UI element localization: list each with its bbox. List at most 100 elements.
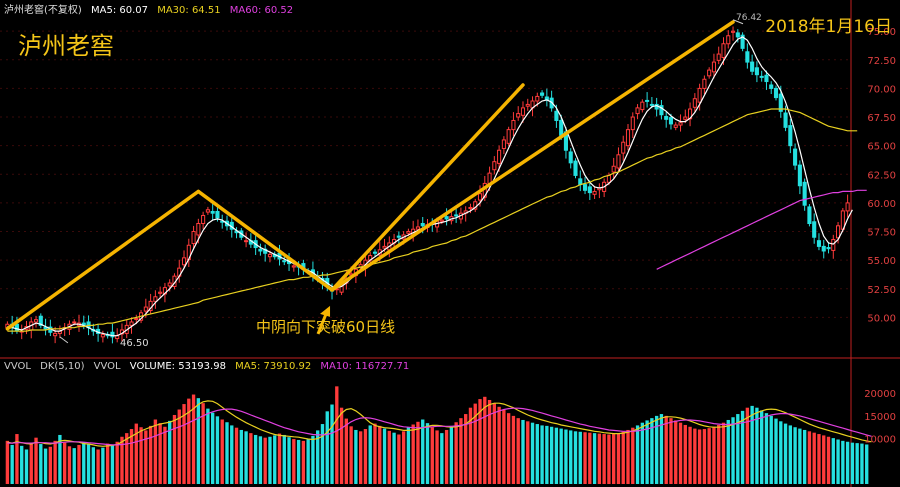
chart-title: 泸州老窖(不复权) xyxy=(4,5,82,16)
candle-body xyxy=(110,331,115,338)
candle-body xyxy=(645,99,650,102)
volume-bar xyxy=(373,423,377,484)
candle-body xyxy=(606,174,611,183)
volume-bar xyxy=(654,415,659,484)
volume-bar xyxy=(635,425,640,484)
candle-body xyxy=(53,332,58,337)
price-tick-label: 67.50 xyxy=(867,113,896,124)
volume-bar xyxy=(43,448,48,484)
volume-bar xyxy=(358,431,363,484)
volume-bar xyxy=(502,409,506,484)
volume-bar xyxy=(320,424,325,484)
candle-body xyxy=(134,318,139,321)
candle-body xyxy=(72,321,77,324)
vol-ma5-label: MA5: 73910.92 xyxy=(235,361,312,372)
volume-bar xyxy=(120,436,124,484)
price-tick-label: 50.00 xyxy=(867,313,896,324)
candle-body xyxy=(492,161,497,171)
volume-bar xyxy=(616,433,621,484)
volume-bar xyxy=(335,386,339,484)
volume-bar xyxy=(344,418,349,484)
candle-body xyxy=(621,141,626,154)
volume-ma10-line xyxy=(7,407,872,446)
volume-bar xyxy=(559,428,563,484)
volume-bar xyxy=(845,441,850,484)
volume-ma5-line xyxy=(7,400,872,447)
volume-bar xyxy=(387,430,391,484)
max-pointer xyxy=(732,19,744,25)
volume-tick-label: 10000 xyxy=(864,435,896,446)
annotation-arrow-head xyxy=(320,305,331,317)
volume-bar xyxy=(325,411,329,484)
volume-bar xyxy=(72,448,76,484)
volume-bar xyxy=(249,433,253,484)
candle-body xyxy=(129,321,134,326)
candle-body xyxy=(740,34,745,49)
candle-body xyxy=(649,103,654,106)
volume-bar xyxy=(755,407,759,484)
candle-body xyxy=(215,210,220,219)
volume-bar xyxy=(63,442,67,484)
candle-body xyxy=(516,113,521,118)
volume-bar xyxy=(187,398,191,484)
volume-bar xyxy=(678,422,683,484)
price-tick-label: 65.00 xyxy=(867,142,896,153)
volume-bar xyxy=(411,424,415,484)
volume-bar xyxy=(511,415,516,484)
candle-body xyxy=(196,223,201,236)
candle-body xyxy=(444,216,449,220)
volume-bar xyxy=(607,434,611,484)
volume-bar xyxy=(10,444,14,484)
candle-body xyxy=(554,110,559,121)
candle-body xyxy=(630,116,635,131)
volume-bar xyxy=(707,428,711,484)
candle-body xyxy=(659,105,664,116)
candle-body xyxy=(683,116,688,120)
volume-bar xyxy=(277,433,282,484)
candle-body xyxy=(625,129,631,147)
volume-bar xyxy=(831,438,835,484)
volume-bar xyxy=(569,430,573,484)
candle-body xyxy=(415,226,421,230)
candle-body xyxy=(158,291,163,294)
trend-line xyxy=(5,189,201,331)
volume-bar xyxy=(330,404,334,484)
candle-body xyxy=(439,219,444,222)
volume-bar xyxy=(650,418,654,484)
volume-bar xyxy=(526,421,530,484)
candle-body xyxy=(640,101,645,111)
candle-body xyxy=(14,323,19,331)
candle-body xyxy=(816,240,822,247)
price-ma-lines xyxy=(7,36,867,337)
vol-label-3: VVOL xyxy=(93,361,121,372)
volume-bar xyxy=(530,422,535,484)
volume-bar xyxy=(239,429,243,484)
volume-bar xyxy=(34,437,38,484)
candle-body xyxy=(501,139,506,150)
volume-bar xyxy=(129,429,134,484)
volume-bar xyxy=(349,426,353,484)
volume-bar xyxy=(163,426,167,484)
volume-bar xyxy=(296,439,301,484)
price-header: 泸州老窖(不复权) MA5: 60.07 MA30: 64.51 MA60: 6… xyxy=(4,1,299,16)
volume-bar xyxy=(841,440,845,484)
volume-bar xyxy=(865,444,869,484)
volume-bar xyxy=(540,425,544,484)
volume-bar xyxy=(760,410,764,484)
volume-bar xyxy=(316,430,320,484)
volume-bar xyxy=(215,416,220,484)
candle-body xyxy=(764,74,769,83)
candle-body xyxy=(807,206,812,225)
volume-bar xyxy=(425,423,430,484)
candle-body xyxy=(635,107,640,115)
candle-body xyxy=(793,148,798,166)
candle-body xyxy=(559,119,564,136)
volume-bar xyxy=(812,432,816,484)
candle-body xyxy=(258,248,263,252)
volume-bar xyxy=(339,407,344,484)
volume-bar xyxy=(311,435,315,484)
candle-body xyxy=(716,53,721,61)
volume-bar xyxy=(764,413,769,484)
